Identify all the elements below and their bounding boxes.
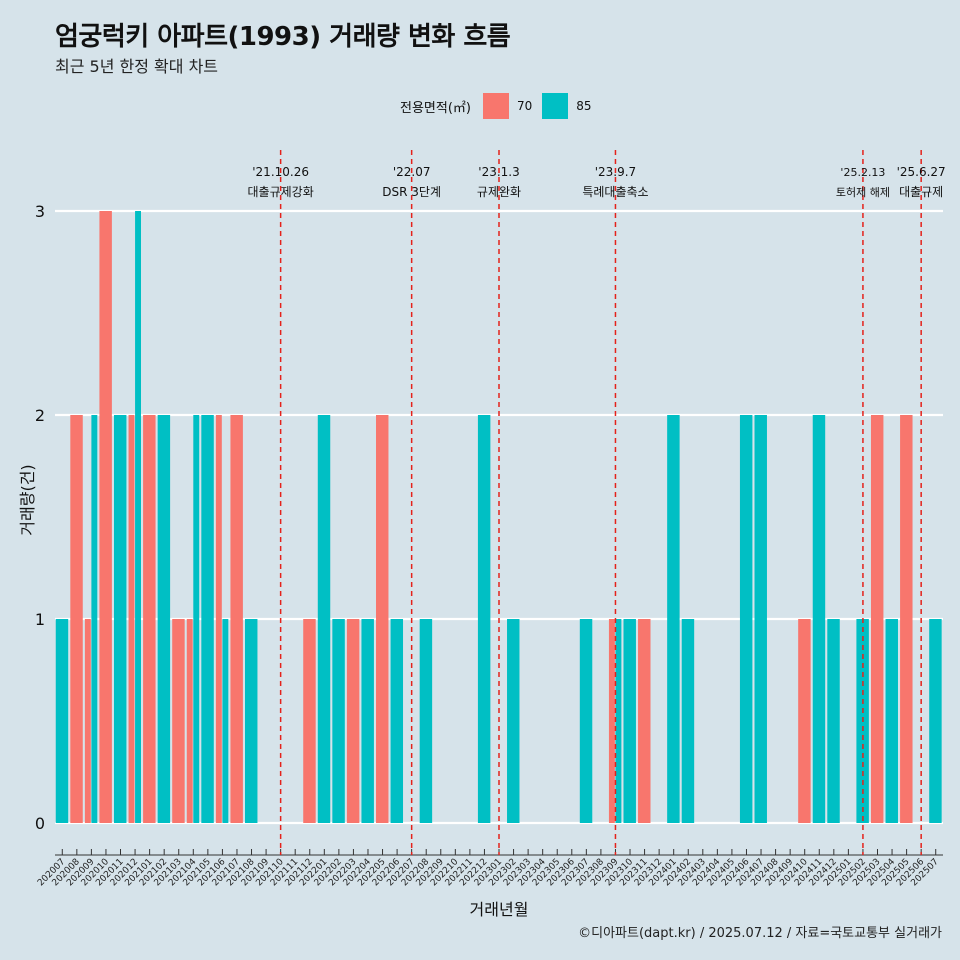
bar-85-202201: [317, 415, 331, 823]
bar-85-202108: [244, 619, 258, 823]
bar-70-202112: [303, 619, 316, 823]
bar-85-202009: [91, 415, 98, 823]
bar-70-202107: [230, 415, 243, 823]
bar-85-202406: [739, 415, 753, 823]
event-label-5: 대출규제: [899, 185, 943, 199]
bar-70-202012: [128, 415, 135, 823]
source-caption: ©디아파트(dapt.kr) / 2025.07.12 / 자료=국토교통부 실…: [578, 926, 942, 941]
bar-70-202203: [346, 619, 360, 823]
bar-85-202411: [812, 415, 826, 823]
event-label-1: DSR 3단계: [382, 185, 441, 199]
y-tick-label-2: 2: [35, 406, 45, 425]
bar-85-202407: [754, 415, 767, 823]
bar-85-202212: [477, 415, 491, 823]
bar-70-202101: [143, 415, 156, 823]
y-tick-label-3: 3: [35, 202, 45, 221]
event-label-0: 대출규제강화: [248, 185, 314, 199]
event-label-2: 규제완화: [477, 185, 521, 199]
bar-85-202401: [667, 415, 680, 823]
event-date-2: '23.1.3: [478, 165, 519, 179]
event-date-1: '22.07: [393, 165, 431, 179]
bar-70-202505: [900, 415, 913, 823]
bar-85-202204: [361, 619, 374, 823]
bar-85-202402: [681, 619, 695, 823]
bar-70-202103: [172, 619, 185, 823]
bar-70-202009: [84, 619, 91, 823]
legend-swatch-85: [542, 93, 569, 119]
bar-85-202504: [885, 619, 898, 823]
bar-70-202503: [870, 415, 884, 823]
bar-85-202105: [201, 415, 214, 823]
y-axis-title: 거래량(건): [18, 464, 37, 535]
legend-swatch-70: [482, 93, 509, 119]
bar-85-202309: [615, 619, 622, 823]
bar-70-202008: [70, 415, 83, 823]
bar-85-202310: [623, 619, 636, 823]
bar-85-202208: [419, 619, 433, 823]
bar-70-202010: [99, 211, 112, 823]
bar-70-202410: [798, 619, 811, 823]
legend-title: 전용면적(㎡): [400, 100, 471, 116]
bar-70-202311: [638, 619, 651, 823]
y-tick-label-1: 1: [35, 610, 45, 629]
event-date-3: '23.9.7: [595, 165, 636, 179]
bar-85-202302: [507, 619, 520, 823]
bar-85-202412: [827, 619, 840, 823]
bar-85-202206: [390, 619, 404, 823]
y-tick-label-0: 0: [35, 814, 45, 833]
bar-85-202507: [929, 619, 942, 823]
bar-85-202307: [579, 619, 593, 823]
bar-70-202309: [608, 619, 615, 823]
bar-70-202205: [376, 415, 389, 823]
bar-85-202102: [157, 415, 171, 823]
bar-85-202012: [135, 211, 141, 823]
bar-85-202202: [332, 619, 345, 823]
bar-85-202106: [222, 619, 229, 823]
legend-label-85: 85: [576, 99, 592, 113]
event-date-5: '25.6.27: [897, 165, 946, 179]
bar-85-202007: [55, 619, 69, 823]
bar-70-202104: [186, 619, 193, 823]
bar-85-202011: [113, 415, 127, 823]
legend-label-70: 70: [516, 99, 533, 113]
bar-85-202104: [193, 415, 200, 823]
event-label-4: 토허제 해제: [836, 185, 890, 199]
legend: 전용면적(㎡) 70 85: [400, 92, 602, 120]
event-date-4: '25.2.13: [840, 166, 885, 179]
chart-title: 엄궁럭키 아파트(1993) 거래량 변화 흐름: [55, 22, 511, 52]
event-label-3: 특례대출축소: [582, 185, 648, 199]
bar-70-202106: [215, 415, 222, 823]
x-axis-title: 거래년월: [470, 900, 529, 919]
event-date-0: '21.10.26: [252, 165, 309, 179]
chart-subtitle: 최근 5년 한정 확대 차트: [55, 57, 219, 76]
